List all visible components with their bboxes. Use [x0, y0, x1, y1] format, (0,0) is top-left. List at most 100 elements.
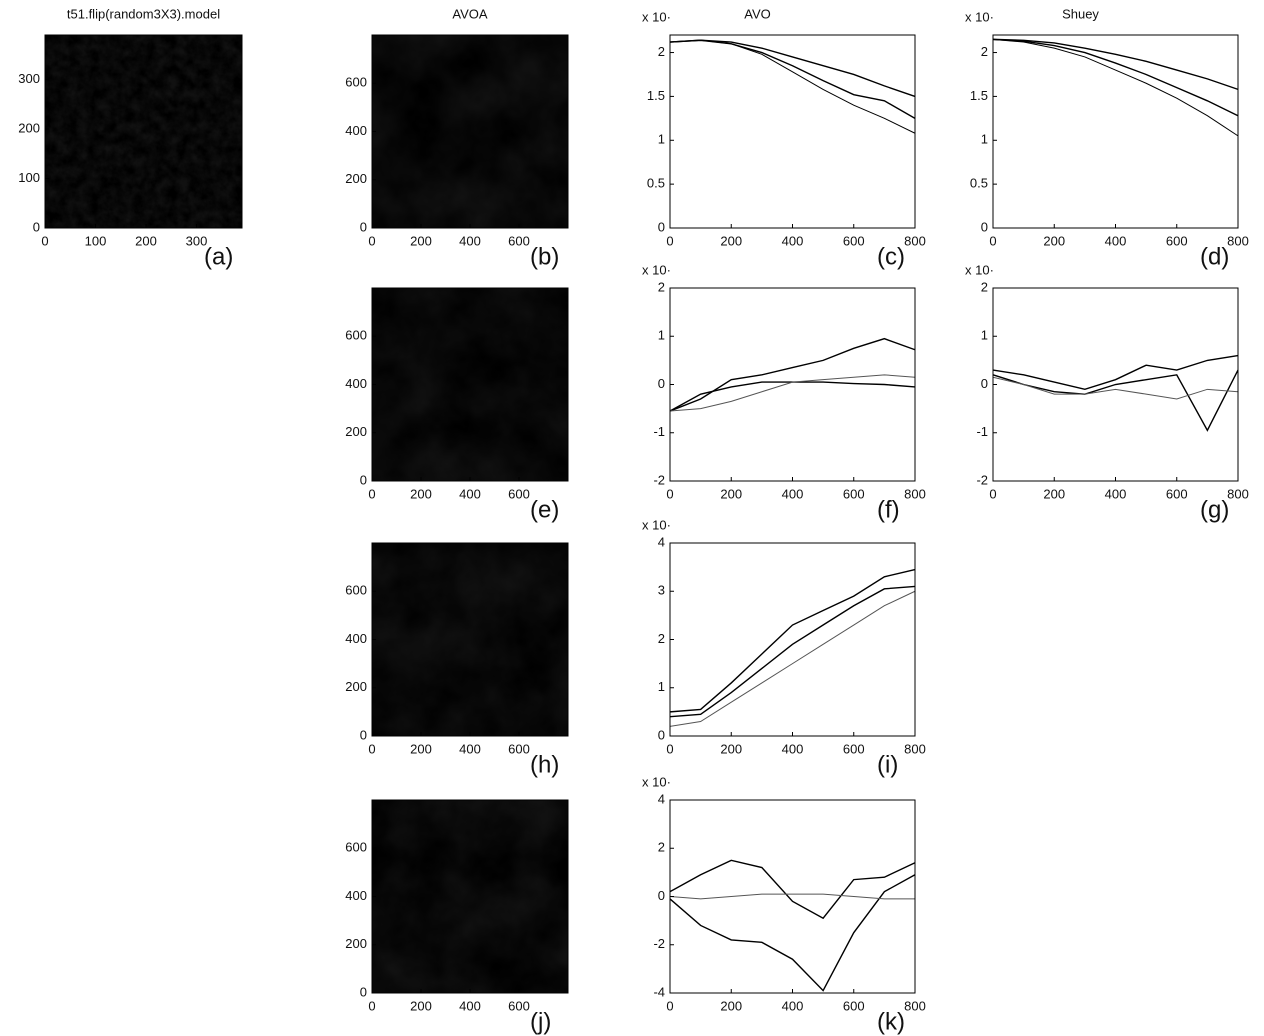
- y-tick-label: 1: [658, 328, 665, 343]
- panel-label: (g): [1200, 496, 1229, 523]
- x-tick-label: 400: [459, 486, 481, 501]
- y-tick-label: 400: [345, 123, 367, 138]
- x-tick-label: 600: [1166, 233, 1188, 248]
- x-tick-label: 200: [410, 233, 432, 248]
- series-line: [992, 38, 1239, 117]
- y-tick-label: 0: [658, 219, 665, 234]
- y-tick-label: 3: [658, 583, 665, 598]
- y-tick-label: 600: [345, 75, 367, 90]
- x-tick-label: 800: [904, 741, 926, 756]
- panel-label: (e): [530, 496, 559, 523]
- x-tick-label: 0: [368, 233, 375, 248]
- x-tick-label: 0: [666, 486, 673, 501]
- x-tick-label: 0: [989, 233, 996, 248]
- y-tick-label: 1: [981, 132, 988, 147]
- y-tick-label: 200: [18, 120, 40, 135]
- y-tick-label: 2: [658, 631, 665, 646]
- y-tick-label: 600: [345, 328, 367, 343]
- panel-title: AVO: [744, 6, 771, 21]
- y-tick-label: 1.5: [647, 88, 665, 103]
- y-tick-label: 0.5: [647, 176, 665, 191]
- y-tick-label: -1: [653, 424, 665, 439]
- x-tick-label: 400: [1105, 233, 1127, 248]
- image: [372, 800, 568, 993]
- y-tick-label: 1.5: [970, 88, 988, 103]
- y-tick-label: 300: [18, 71, 40, 86]
- image: [372, 543, 568, 736]
- x-tick-label: 300: [186, 233, 208, 248]
- y-tick-label: 0: [360, 727, 367, 742]
- series-line: [669, 568, 916, 713]
- axes-frame: [669, 799, 916, 994]
- x-tick-label: 600: [508, 741, 530, 756]
- x-tick-label: 400: [459, 741, 481, 756]
- y-tick-label: 0: [658, 888, 665, 903]
- y-tick-label: -2: [653, 472, 665, 487]
- x-tick-label: 200: [1043, 486, 1065, 501]
- panel-title: AVOA: [452, 6, 487, 21]
- x-tick-label: 0: [989, 486, 996, 501]
- x-tick-label: 400: [459, 998, 481, 1013]
- y-tick-label: 0: [658, 727, 665, 742]
- y-tick-label: 200: [345, 424, 367, 439]
- x-tick-label: 600: [1166, 486, 1188, 501]
- series-line: [669, 859, 916, 920]
- y-tick-label: 2: [658, 840, 665, 855]
- y-tick-label: 400: [345, 376, 367, 391]
- y-tick-label: 0: [360, 472, 367, 487]
- y-tick-label: 4: [658, 791, 665, 806]
- series-line: [992, 38, 1239, 91]
- axes-frame: [992, 34, 1239, 229]
- x-tick-label: 0: [666, 998, 673, 1013]
- x-tick-label: 200: [720, 486, 742, 501]
- y-tick-label: -4: [653, 984, 665, 999]
- y-tick-label: 400: [345, 631, 367, 646]
- panel-label: (a): [204, 243, 233, 270]
- panel-label: (j): [530, 1008, 551, 1035]
- x-tick-label: 200: [410, 741, 432, 756]
- y-tick-label: -1: [976, 424, 988, 439]
- x-tick-label: 600: [843, 741, 865, 756]
- x-tick-label: 200: [1043, 233, 1065, 248]
- multiplier-label: x 10·: [965, 9, 994, 24]
- x-tick-label: 200: [410, 486, 432, 501]
- y-tick-label: 0.5: [970, 176, 988, 191]
- x-tick-label: 400: [782, 741, 804, 756]
- y-tick-label: 2: [658, 279, 665, 294]
- axes-frame: [669, 34, 916, 229]
- y-tick-label: 200: [345, 679, 367, 694]
- x-tick-label: 0: [666, 233, 673, 248]
- y-tick-label: 0: [360, 984, 367, 999]
- panel-label: (d): [1200, 243, 1229, 270]
- series-line: [992, 376, 1239, 400]
- panel-label: (h): [530, 751, 559, 778]
- x-tick-label: 0: [368, 486, 375, 501]
- x-tick-label: 800: [904, 998, 926, 1013]
- y-tick-label: 1: [981, 328, 988, 343]
- x-tick-label: 0: [368, 998, 375, 1013]
- x-tick-label: 0: [666, 741, 673, 756]
- series-line: [669, 374, 916, 412]
- x-tick-label: 600: [508, 486, 530, 501]
- series-line: [669, 39, 916, 119]
- multiplier-label: x 10·: [642, 774, 671, 789]
- series-line: [669, 874, 916, 992]
- series-line: [992, 38, 1239, 137]
- x-tick-label: 800: [1227, 486, 1249, 501]
- series-line: [669, 893, 915, 900]
- y-tick-label: 2: [658, 44, 665, 59]
- x-tick-label: 600: [843, 486, 865, 501]
- y-tick-label: 2: [981, 279, 988, 294]
- image: [372, 35, 568, 228]
- series-line: [669, 585, 916, 718]
- y-tick-label: 400: [345, 888, 367, 903]
- y-tick-label: 600: [345, 583, 367, 598]
- x-tick-label: 400: [1105, 486, 1127, 501]
- y-tick-label: 200: [345, 936, 367, 951]
- y-tick-label: 0: [360, 219, 367, 234]
- multiplier-label: x 10·: [642, 262, 671, 277]
- x-tick-label: 200: [135, 233, 157, 248]
- x-tick-label: 600: [843, 998, 865, 1013]
- series-line: [669, 590, 916, 727]
- y-tick-label: 0: [981, 219, 988, 234]
